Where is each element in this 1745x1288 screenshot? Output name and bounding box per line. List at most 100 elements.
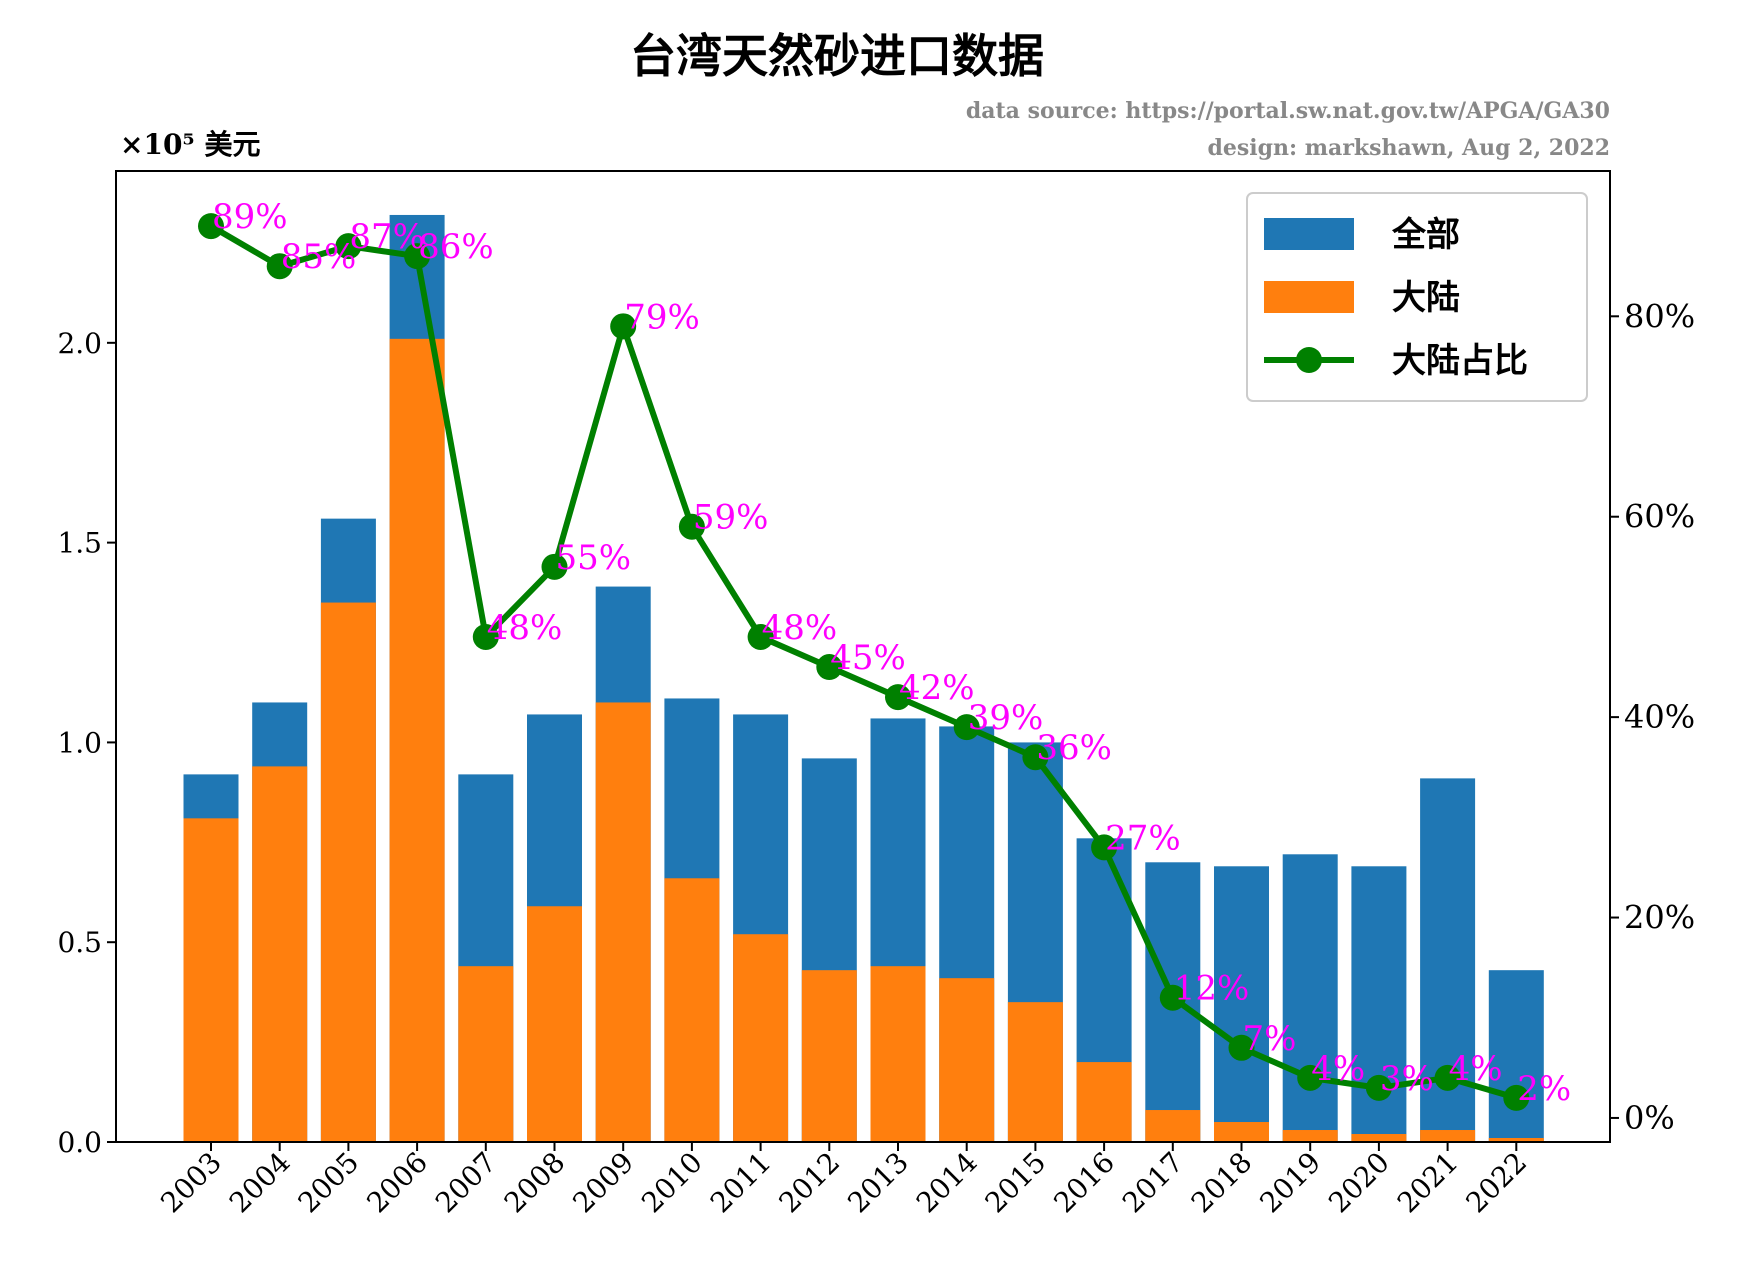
share-point-2022	[1503, 1084, 1530, 1111]
x-tick-label-2021: 2021	[1391, 1146, 1465, 1220]
share-point-2005	[335, 233, 362, 260]
bar-mainland-2005	[320, 602, 376, 1142]
plot-frame	[115, 170, 1611, 1143]
x-tick-label-2005: 2005	[292, 1146, 366, 1220]
share-label-2018: 7%	[1243, 1019, 1297, 1059]
bar-mainland-2018	[1214, 1122, 1269, 1142]
bar-mainland-2022	[1488, 1138, 1544, 1142]
x-tick-label-2016: 2016	[1047, 1146, 1121, 1220]
x-tick-label-2013: 2013	[841, 1146, 915, 1220]
share-label-2005: 87%	[349, 217, 425, 257]
x-tick-label-2011: 2011	[704, 1146, 778, 1220]
share-label-2010: 59%	[693, 498, 769, 538]
share-point-2021	[1434, 1064, 1461, 1091]
axes-layer: 0.00.51.01.52.00%20%40%60%80%20032004200…	[57, 170, 1695, 1220]
legend-label-1: 大陆	[1392, 278, 1460, 318]
share-point-2017	[1159, 984, 1186, 1011]
y-left-tick-label: 1.5	[57, 527, 102, 560]
legend-swatch-share-marker	[1296, 347, 1322, 373]
x-tick-label-2004: 2004	[223, 1146, 297, 1220]
design-credit-text: design: markshawn, Aug 2, 2022	[1208, 135, 1611, 161]
x-tick-label-2007: 2007	[429, 1146, 503, 1220]
bar-mainland-2016	[1076, 1062, 1132, 1142]
x-tick-label-2009: 2009	[566, 1146, 640, 1220]
bar-mainland-2008	[527, 906, 582, 1142]
legend-swatch-mainland	[1264, 281, 1354, 313]
y-right-tick-label: 20%	[1624, 899, 1695, 937]
share-point-2012	[816, 654, 843, 681]
share-label-2013: 42%	[899, 668, 975, 708]
share-label-2019: 4%	[1311, 1049, 1365, 1089]
y-left-tick-label: 0.0	[57, 1126, 102, 1159]
bar-mainland-2014	[939, 978, 995, 1142]
share-point-2003	[198, 213, 224, 240]
share-point-2018	[1228, 1034, 1255, 1061]
bar-mainland-2011	[733, 934, 789, 1142]
bar-mainland-2004	[252, 766, 308, 1142]
x-tick-label-2003: 2003	[154, 1146, 228, 1220]
legend-swatch-total	[1264, 218, 1354, 250]
share-point-2008	[541, 553, 568, 580]
share-point-2016	[1091, 834, 1118, 861]
data-source-text: data source: https://portal.sw.nat.gov.t…	[966, 98, 1610, 124]
bar-mainland-2012	[801, 970, 857, 1142]
share-point-2013	[885, 684, 911, 711]
y-right-tick-label: 60%	[1624, 498, 1695, 536]
y-axis-unit-label: ×10⁵ 美元	[120, 128, 260, 161]
share-line-layer	[198, 213, 1530, 1111]
x-tick-label-2019: 2019	[1253, 1146, 1327, 1220]
share-label-2020: 3%	[1380, 1059, 1434, 1099]
share-label-2006: 86%	[418, 227, 494, 267]
share-label-2009: 79%	[624, 297, 700, 337]
bar-mainland-2009	[595, 702, 651, 1142]
share-point-2010	[678, 513, 705, 540]
y-right-tick-label: 0%	[1624, 1099, 1675, 1137]
x-tick-label-2017: 2017	[1116, 1146, 1190, 1220]
share-point-2004	[266, 253, 293, 280]
bar-mainland-2021	[1420, 1130, 1476, 1142]
point-labels-layer: 89%85%87%86%48%55%79%59%48%45%42%39%36%2…	[212, 197, 1571, 1109]
share-point-2011	[747, 623, 774, 650]
share-point-2007	[472, 623, 499, 650]
share-label-2015: 36%	[1036, 728, 1112, 768]
legend-label-0: 全部	[1391, 215, 1460, 255]
bar-mainland-2017	[1145, 1110, 1201, 1142]
share-label-2012: 45%	[830, 638, 906, 678]
x-tick-label-2006: 2006	[360, 1146, 434, 1220]
bar-mainland-2020	[1351, 1134, 1407, 1142]
bar-mainland-2007	[458, 966, 514, 1142]
share-label-2014: 39%	[968, 698, 1044, 738]
x-tick-label-2012: 2012	[773, 1146, 847, 1220]
x-tick-label-2014: 2014	[910, 1146, 984, 1220]
y-left-tick-label: 2.0	[57, 327, 102, 360]
share-label-2022: 2%	[1517, 1069, 1571, 1109]
share-label-2008: 55%	[556, 538, 632, 578]
bar-mainland-2003	[183, 818, 239, 1142]
share-label-2017: 12%	[1174, 969, 1250, 1009]
x-tick-label-2018: 2018	[1185, 1146, 1259, 1220]
share-label-2003: 89%	[212, 197, 288, 237]
bar-total-2019	[1282, 854, 1338, 1142]
legend-label-2: 大陆占比	[1392, 341, 1528, 381]
x-tick-label-2015: 2015	[979, 1146, 1053, 1220]
y-right-tick-label: 80%	[1624, 297, 1695, 335]
x-tick-label-2008: 2008	[498, 1146, 572, 1220]
chart-title: 台湾天然砂进口数据	[630, 29, 1044, 83]
share-label-2021: 4%	[1449, 1049, 1503, 1089]
bar-mainland-2019	[1282, 1130, 1338, 1142]
share-point-2014	[953, 714, 980, 741]
bar-mainland-2006	[389, 338, 445, 1142]
x-tick-label-2022: 2022	[1460, 1146, 1534, 1220]
bar-total-2022	[1488, 970, 1544, 1142]
share-label-2011: 48%	[762, 608, 838, 648]
share-point-2009	[610, 313, 637, 340]
x-tick-label-2010: 2010	[635, 1146, 709, 1220]
y-left-tick-label: 1.0	[57, 726, 102, 759]
share-point-2006	[404, 243, 431, 270]
share-label-2007: 48%	[487, 608, 563, 648]
bar-mainland-2010	[664, 878, 720, 1142]
x-tick-label-2020: 2020	[1322, 1146, 1396, 1220]
